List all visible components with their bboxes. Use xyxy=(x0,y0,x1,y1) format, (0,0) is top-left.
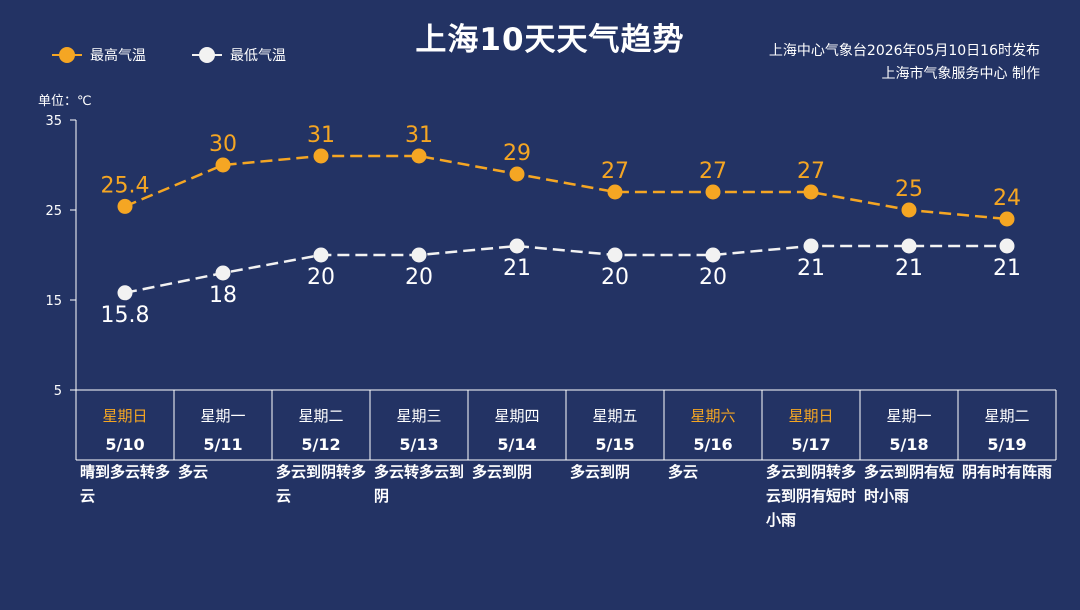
legend-low-label: 最低气温 xyxy=(230,48,286,64)
high-temp-point xyxy=(509,166,525,182)
high-temp-label: 27 xyxy=(699,159,727,184)
low-temp-line xyxy=(124,244,1007,295)
date-label: 5/17 xyxy=(791,435,830,454)
low-temp-label: 18 xyxy=(209,283,237,308)
weekday-label: 星期二 xyxy=(984,407,1029,425)
source-line-publisher: 上海中心气象台2026年05月10日16时发布 xyxy=(768,43,1040,59)
low-temp-label: 20 xyxy=(601,265,629,290)
high-temp-label: 30 xyxy=(209,132,237,157)
weather-description: 阴有时有阵雨 xyxy=(962,463,1053,481)
weather-description: 多云转多云到阴 xyxy=(374,463,465,505)
date-label: 5/11 xyxy=(203,435,242,454)
high-temp-label: 27 xyxy=(601,159,629,184)
y-tick-label: 15 xyxy=(45,294,62,309)
date-label: 5/12 xyxy=(301,435,340,454)
weather-description: 多云到阴 xyxy=(570,463,631,481)
weather-description: 晴到多云转多云 xyxy=(80,463,171,505)
low-temp-label: 21 xyxy=(503,256,531,281)
date-label: 5/15 xyxy=(595,435,634,454)
weekday-label: 星期三 xyxy=(396,407,441,425)
date-label: 5/16 xyxy=(693,435,732,454)
weather-description: 多云到阴转多云 xyxy=(276,463,367,505)
y-tick-label: 35 xyxy=(45,114,62,129)
low-temp-point xyxy=(803,238,819,254)
low-temp-point xyxy=(215,265,231,281)
low-temp-label: 20 xyxy=(405,265,433,290)
page-title: 上海10天天气趋势 xyxy=(415,22,685,58)
low-temp-label: 20 xyxy=(699,265,727,290)
high-temp-point xyxy=(313,148,329,164)
weather-description: 多云到阴 xyxy=(472,463,533,481)
high-temp-label: 31 xyxy=(405,123,433,148)
y-tick-label: 5 xyxy=(54,384,62,399)
high-temp-line xyxy=(124,154,1008,221)
high-temp-point xyxy=(901,202,917,218)
high-temp-label: 31 xyxy=(307,123,335,148)
source-line-producer: 上海市气象服务中心 制作 xyxy=(881,66,1040,82)
weekday-label: 星期四 xyxy=(494,407,539,425)
date-label: 5/18 xyxy=(889,435,928,454)
high-temp-point xyxy=(411,148,427,164)
weekday-label: 星期六 xyxy=(690,407,735,425)
weekday-label: 星期一 xyxy=(200,407,245,425)
low-temp-label: 21 xyxy=(797,256,825,281)
high-temp-point xyxy=(999,211,1015,227)
date-label: 5/13 xyxy=(399,435,438,454)
high-temp-label: 25 xyxy=(895,177,923,202)
high-temp-point xyxy=(117,198,133,214)
weekday-label: 星期日 xyxy=(102,407,147,425)
high-temp-point xyxy=(803,184,819,200)
date-label: 5/14 xyxy=(497,435,536,454)
unit-label: 单位：℃ xyxy=(38,94,92,109)
legend-low-marker xyxy=(199,47,215,63)
legend-high-label: 最高气温 xyxy=(90,48,146,64)
low-temp-point xyxy=(313,247,329,263)
weekday-label: 星期日 xyxy=(788,407,833,425)
date-label: 5/19 xyxy=(987,435,1026,454)
low-temp-point xyxy=(705,247,721,263)
weather-description: 多云 xyxy=(668,463,699,481)
low-temp-label: 21 xyxy=(993,256,1021,281)
high-temp-point xyxy=(607,184,623,200)
low-temp-point xyxy=(509,238,525,254)
low-temp-label: 20 xyxy=(307,265,335,290)
weather-description: 多云到阴转多云到阴有短时小雨 xyxy=(766,463,857,529)
high-temp-point xyxy=(215,157,231,173)
high-temp-point xyxy=(705,184,721,200)
legend-high-marker xyxy=(59,47,75,63)
source-info: 上海中心气象台2026年05月10日16时发布 上海市气象服务中心 制作 xyxy=(769,40,1040,86)
y-tick-label: 25 xyxy=(45,204,62,219)
weekday-label: 星期五 xyxy=(592,407,637,425)
low-temp-label: 21 xyxy=(895,256,923,281)
high-temp-label: 29 xyxy=(503,141,531,166)
weather-description: 多云到阴有短时小雨 xyxy=(864,463,955,505)
high-temp-label: 24 xyxy=(993,186,1021,211)
weather-description: 多云 xyxy=(178,463,209,481)
date-label: 5/10 xyxy=(105,435,144,454)
low-temp-label: 15.8 xyxy=(101,303,150,328)
low-temp-point xyxy=(901,238,917,254)
low-temp-point xyxy=(117,285,133,301)
high-temp-label: 25.4 xyxy=(101,173,150,198)
low-temp-point xyxy=(607,247,623,263)
weekday-label: 星期二 xyxy=(298,407,343,425)
low-temp-point xyxy=(999,238,1015,254)
weekday-label: 星期一 xyxy=(886,407,931,425)
weather-descriptions: 晴到多云转多云 多云 多云到阴转多云 多云转多云到阴 多云到阴 多云到阴 多云 多云到阴转多云… xyxy=(76,460,1056,540)
low-temp-point xyxy=(411,247,427,263)
high-temp-label: 27 xyxy=(797,159,825,184)
